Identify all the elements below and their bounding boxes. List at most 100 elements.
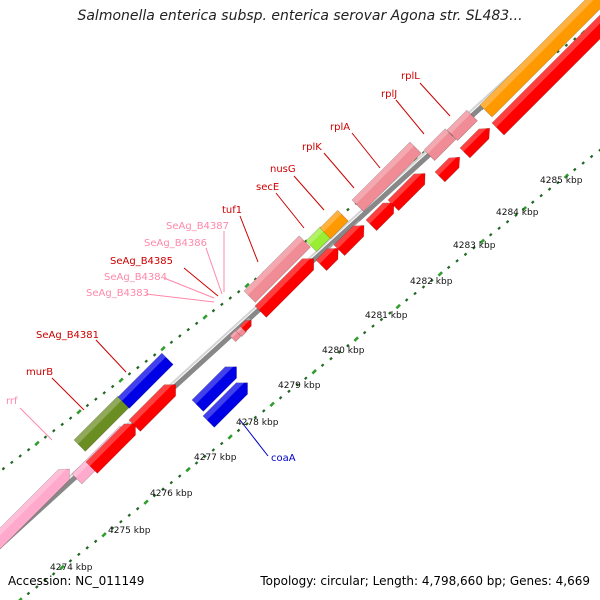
rplL-gene-bar <box>459 123 491 159</box>
rplL-block-gloss <box>447 110 471 134</box>
SeAg_B4381-block-shape <box>117 352 174 409</box>
lower-tick-dot <box>563 173 570 179</box>
gene-label-tuf1: tuf1 <box>222 205 242 216</box>
rplJ-block <box>423 128 457 162</box>
upper-tick-dot <box>244 282 250 289</box>
operon-orange-bar <box>479 0 600 118</box>
lower-tick-dot <box>18 597 23 600</box>
lower-tick-dot <box>505 219 510 224</box>
label-leaders <box>19 82 451 457</box>
genome-title: Salmonella enterica subsp. enterica sero… <box>77 8 523 24</box>
lower-tick-dot <box>253 415 258 420</box>
tuf1-gene-bar-gloss <box>254 252 312 310</box>
upper-tick-dot <box>211 308 216 313</box>
lower-tick-dot <box>51 572 56 576</box>
gene-label-murB: murB <box>26 367 53 378</box>
tuf1-block-gloss <box>243 235 304 295</box>
leader-rplJ <box>395 99 425 135</box>
operon-red-bar-shape <box>491 4 600 136</box>
gene-label-rplJ: rplJ <box>381 89 397 100</box>
lower-tick-dot <box>236 428 241 433</box>
upper-tick-dot <box>118 377 124 383</box>
rplA-gene-bar-shape <box>387 173 426 212</box>
tick-dots <box>1 18 600 600</box>
scale-label-1: 4275 kbp <box>108 526 151 536</box>
lower-tick-dot <box>219 441 224 446</box>
coaA-gene-bar <box>202 377 248 428</box>
lower-tick-dot <box>211 448 216 452</box>
upper-tick-dot <box>202 314 208 320</box>
rplL-block-shape <box>446 109 478 142</box>
lower-tick-dot <box>446 265 451 270</box>
lower-tick-dot <box>388 311 392 315</box>
upper-tick-dot <box>136 365 140 370</box>
lower-tick-dot <box>26 591 31 596</box>
rplL-gene-bar-gloss <box>460 123 489 152</box>
upper-tick-dot <box>26 447 31 452</box>
lower-tick-dot <box>101 532 107 538</box>
nusG-gene-bar <box>333 220 365 257</box>
leader-SeAg_B4381 <box>95 339 127 373</box>
rrf-block-gloss <box>0 463 68 542</box>
lower-tick-dot <box>304 376 308 381</box>
lower-tick-dot <box>437 271 443 277</box>
lower-tick-dot <box>262 409 266 413</box>
coaA-block <box>191 361 237 412</box>
rplJ-gene-bar-shape <box>434 156 461 183</box>
gene-label-rplL: rplL <box>401 71 420 82</box>
upper-tick-dot <box>228 296 233 300</box>
lower-tick-dot <box>152 493 157 498</box>
nusG-gene-bar-shape <box>333 225 365 257</box>
tuf1-block-shape <box>243 235 311 303</box>
lower-tick-dot <box>143 499 149 505</box>
scale-label-7: 4281 kbp <box>365 311 408 321</box>
rplL-gene-bar-shape <box>459 127 491 159</box>
leader-rplK <box>323 152 355 189</box>
lower-tick-dot <box>135 506 140 511</box>
rplK-gene-bar-gloss <box>366 197 393 224</box>
upper-tick-dot <box>76 409 82 415</box>
coaA-gene-bar-shape <box>202 382 248 428</box>
gene-label-rplK: rplK <box>302 142 322 153</box>
SeAg_B4381-gene-bar-gloss <box>129 378 174 424</box>
upper-tick-dot <box>1 466 6 471</box>
murB-gene-bar-gloss <box>86 418 134 466</box>
SeAg_B4381-gene-bar <box>128 378 176 432</box>
lower-tick-dot <box>463 252 468 257</box>
lower-tick-dot <box>488 233 493 237</box>
rrf-block-shape <box>0 468 70 550</box>
upper-tick-dot <box>236 289 241 294</box>
upper-tick-dot <box>169 340 174 345</box>
upper-tick-dot <box>152 353 157 357</box>
lower-tick-dot <box>556 180 560 185</box>
upper-tick-dot <box>85 403 90 408</box>
gene-label-rrf: rrf <box>6 396 18 407</box>
scale-label-4: 4278 kbp <box>236 418 279 428</box>
lower-tick-dot <box>245 422 249 426</box>
gene-label-coaA: coaA <box>271 453 296 464</box>
lower-tick-dot <box>539 193 543 198</box>
upper-tick-dot <box>346 207 350 212</box>
tuf1-gene-bar-shape <box>254 258 314 318</box>
nusG-block <box>319 209 349 240</box>
upper-tick-dot <box>178 334 182 338</box>
lower-tick-dot <box>497 226 501 231</box>
lower-tick-dot <box>93 539 98 544</box>
operon-orange-bar-gloss <box>480 0 600 110</box>
tuf1-gene-bar <box>254 252 314 318</box>
lower-tick-dot <box>68 559 73 563</box>
leader-rplA <box>351 132 381 169</box>
upper-tick-dot <box>573 37 577 41</box>
genome-summary-text: Topology: circular; Length: 4,798,660 bp… <box>260 574 590 588</box>
lower-tick-dot <box>547 187 552 191</box>
SeAg_B4381-gene-bar-shape <box>128 384 176 432</box>
gene-label-SeAg_B4383: SeAg_B4383 <box>86 288 149 299</box>
lower-tick-dot <box>185 466 191 473</box>
rplA-gene-bar <box>387 168 426 212</box>
lower-tick-dot <box>85 546 90 550</box>
leader-coaA <box>239 419 269 457</box>
tuf1-block <box>243 235 311 303</box>
murB-gene-bar-shape <box>85 423 136 474</box>
upper-tick-dot <box>556 49 560 54</box>
lower-tick-dot <box>598 148 600 152</box>
